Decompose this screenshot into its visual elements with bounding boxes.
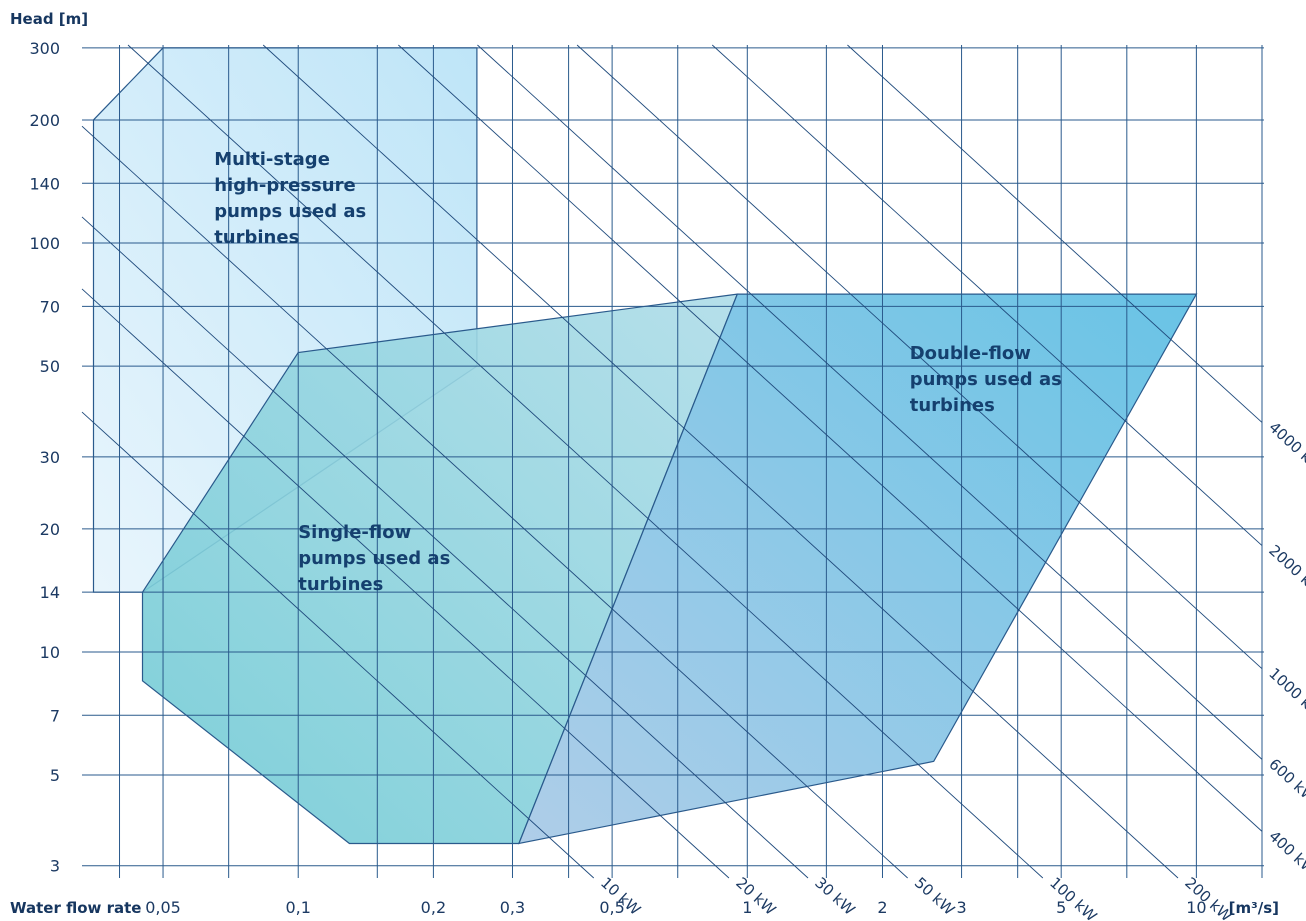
x-tick-label: 0,2 <box>421 898 446 917</box>
y-tick-label: 7 <box>50 706 60 725</box>
y-tick-label: 50 <box>40 357 60 376</box>
power-line-label: 400 kW <box>1265 827 1306 879</box>
x-tick-label: 0,3 <box>500 898 525 917</box>
x-axis-label: Water flow rate <box>10 899 141 917</box>
power-line-label: 20 kW <box>732 874 779 919</box>
power-line-label: 30 kW <box>811 874 858 919</box>
y-tick-label: 5 <box>50 766 60 785</box>
power-line-label: 100 kW <box>1046 874 1100 921</box>
y-tick-label: 70 <box>40 297 60 316</box>
x-tick-label: 0,1 <box>285 898 310 917</box>
y-tick-label: 100 <box>29 234 60 253</box>
power-line-label: 4000 kW <box>1265 418 1306 476</box>
y-tick-label: 30 <box>40 448 60 467</box>
x-tick-label: 0,05 <box>145 898 181 917</box>
power-line-label: 1000 kW <box>1265 664 1306 722</box>
power-line-label: 2000 kW <box>1265 541 1306 599</box>
x-tick-labels: 0,05 0,1 0,2 0,3 0,5 1 2 3 5 10 <box>145 898 1206 917</box>
x-tick-label: 2 <box>877 898 887 917</box>
y-tick-label: 200 <box>29 111 60 130</box>
power-line-label: 600 kW <box>1265 755 1306 807</box>
y-tick-label: 3 <box>50 857 60 876</box>
power-line-label: 50 kW <box>911 874 958 919</box>
y-tick-label: 300 <box>29 39 60 58</box>
x-axis-unit: [m³/s] <box>1229 899 1279 917</box>
y-tick-label: 20 <box>40 520 60 539</box>
y-tick-labels: 300 200 140 100 70 50 30 20 14 10 7 5 3 <box>29 39 60 876</box>
y-tick-label: 140 <box>29 174 60 193</box>
x-tick-label: 3 <box>956 898 966 917</box>
y-axis-label: Head [m] <box>10 10 88 28</box>
y-tick-label: 10 <box>40 643 60 662</box>
y-tick-label: 14 <box>40 583 60 602</box>
